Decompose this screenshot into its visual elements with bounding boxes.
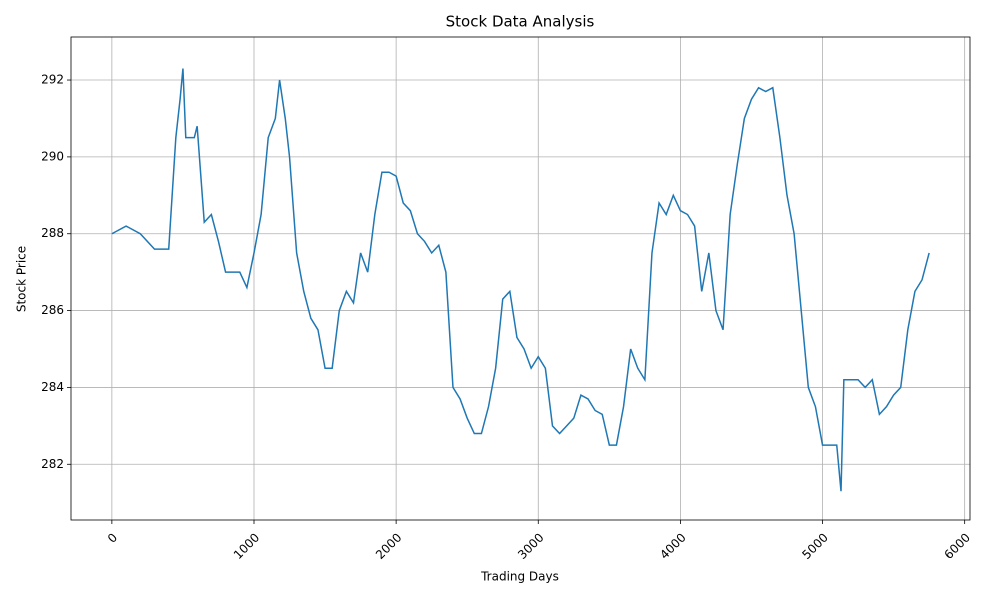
x-tick-label: 1000 [231, 530, 262, 561]
x-tick-label: 0 [105, 530, 120, 545]
x-axis-label: Trading Days [480, 570, 559, 584]
y-tick-label: 290 [41, 149, 64, 163]
x-tick-label: 2000 [373, 530, 404, 561]
chart-title: Stock Data Analysis [446, 13, 595, 31]
x-tick-label: 6000 [942, 530, 973, 561]
y-axis-label: Stock Price [15, 246, 29, 312]
plot-frame [70, 36, 971, 521]
y-tick-label: 286 [41, 303, 64, 317]
data-line [111, 68, 930, 492]
y-tick-label: 288 [41, 226, 64, 240]
y-tick-label: 282 [41, 457, 64, 471]
y-tick-label: 284 [41, 380, 64, 394]
y-tick-label: 292 [41, 73, 64, 87]
x-tick-label: 3000 [515, 530, 546, 561]
x-tick-label: 5000 [799, 530, 830, 561]
x-tick-label: 4000 [657, 530, 688, 561]
